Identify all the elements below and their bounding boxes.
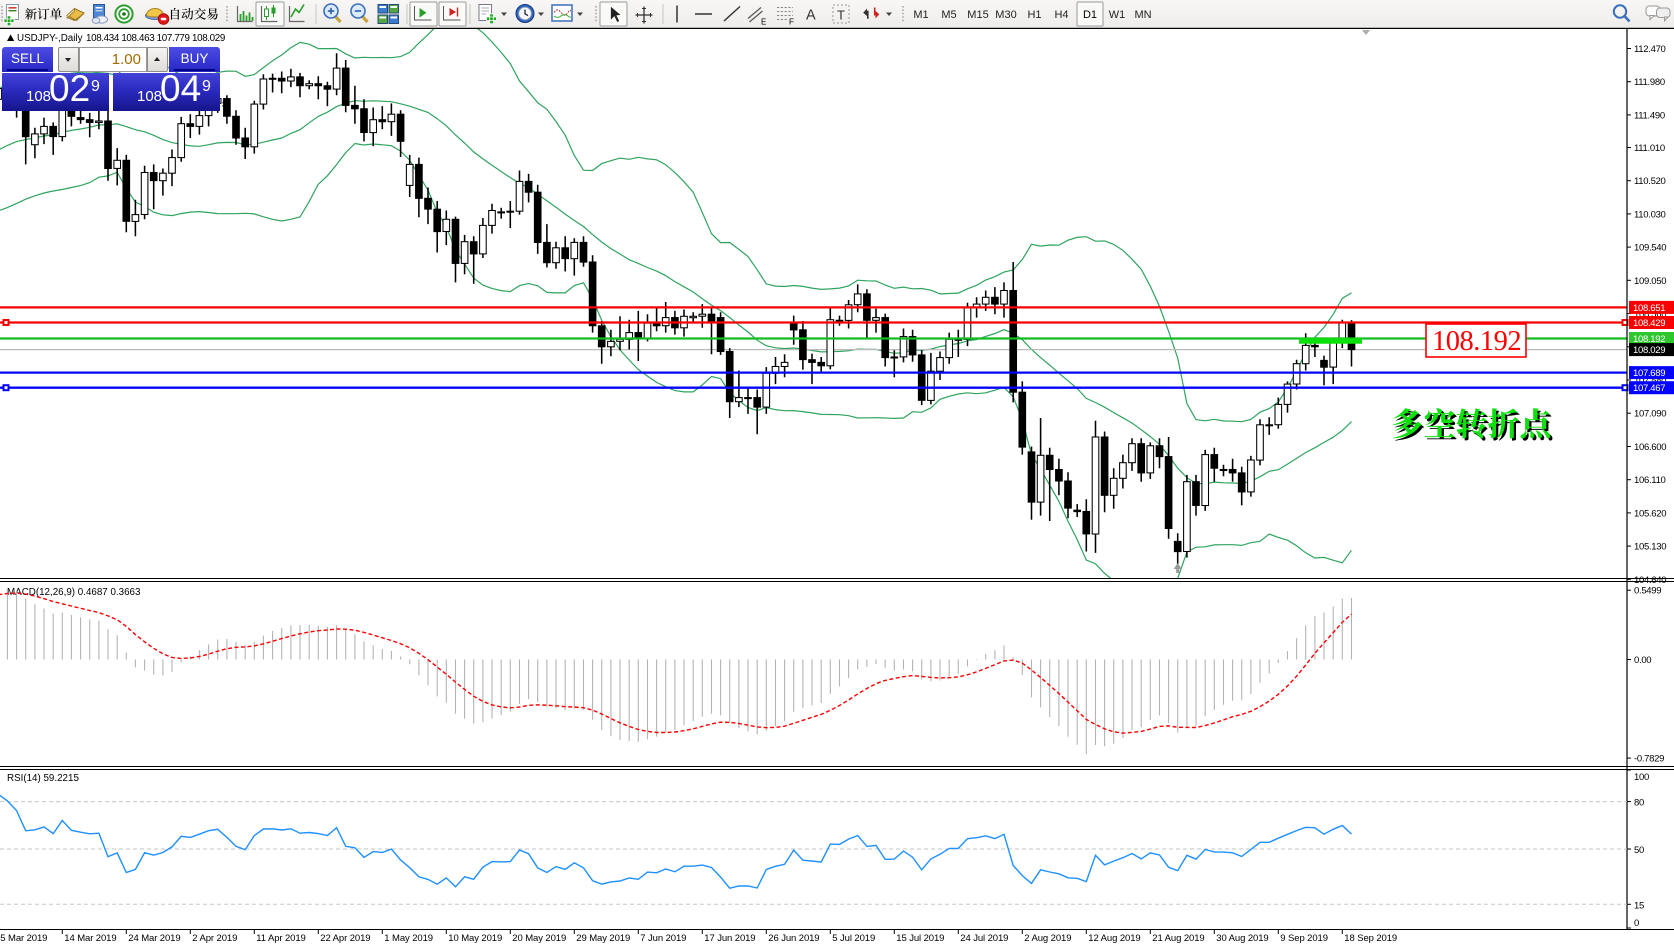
svg-text:18 Sep 2019: 18 Sep 2019 xyxy=(1344,933,1397,944)
svg-text:7 Jun 2019: 7 Jun 2019 xyxy=(640,933,686,944)
svg-text:15 Jul 2019: 15 Jul 2019 xyxy=(896,933,944,944)
svg-text:111.490: 111.490 xyxy=(1634,110,1665,121)
svg-text:108.651: 108.651 xyxy=(1633,303,1665,314)
svg-text:MN: MN xyxy=(1134,9,1151,21)
svg-text:105.620: 105.620 xyxy=(1634,508,1666,519)
svg-text:106.110: 106.110 xyxy=(1634,475,1666,486)
svg-text:30 Aug 2019: 30 Aug 2019 xyxy=(1216,933,1268,944)
svg-text:9 Sep 2019: 9 Sep 2019 xyxy=(1280,933,1328,944)
svg-text:22 Apr 2019: 22 Apr 2019 xyxy=(320,933,370,944)
svg-text:50: 50 xyxy=(1634,845,1644,856)
svg-text:24 Jul 2019: 24 Jul 2019 xyxy=(960,933,1008,944)
svg-text:107.090: 107.090 xyxy=(1634,409,1666,420)
svg-text:1 May 2019: 1 May 2019 xyxy=(384,933,433,944)
svg-text:80: 80 xyxy=(1634,798,1644,809)
svg-text:W1: W1 xyxy=(1109,9,1126,21)
svg-text:11 Apr 2019: 11 Apr 2019 xyxy=(256,933,305,944)
svg-text:H4: H4 xyxy=(1054,9,1068,21)
svg-text:-0.7829: -0.7829 xyxy=(1634,754,1664,765)
svg-text:107.689: 107.689 xyxy=(1633,368,1665,379)
svg-text:2 Aug 2019: 2 Aug 2019 xyxy=(1024,933,1071,944)
svg-text:MACD(12,26,9) 0.4687 0.3663: MACD(12,26,9) 0.4687 0.3663 xyxy=(7,587,141,598)
svg-text:24 Mar 2019: 24 Mar 2019 xyxy=(128,933,180,944)
svg-text:105.130: 105.130 xyxy=(1634,542,1666,553)
svg-text:A: A xyxy=(806,8,816,24)
svg-text:17 Jun 2019: 17 Jun 2019 xyxy=(704,933,755,944)
svg-text:M5: M5 xyxy=(941,9,956,21)
svg-text:111.980: 111.980 xyxy=(1634,77,1665,88)
svg-text:0.00: 0.00 xyxy=(1634,655,1651,666)
svg-text:0.5499: 0.5499 xyxy=(1634,586,1661,597)
svg-text:F: F xyxy=(789,18,794,27)
svg-text:2 Apr 2019: 2 Apr 2019 xyxy=(192,933,237,944)
svg-text:15: 15 xyxy=(1634,900,1644,911)
svg-text:107.580: 107.580 xyxy=(1634,376,1666,387)
svg-text:0: 0 xyxy=(1634,918,1639,929)
svg-text:5 Jul 2019: 5 Jul 2019 xyxy=(832,933,875,944)
svg-text:100: 100 xyxy=(1634,772,1649,783)
svg-text:107.467: 107.467 xyxy=(1633,383,1665,394)
svg-text:109.050: 109.050 xyxy=(1634,276,1666,287)
svg-text:110.030: 110.030 xyxy=(1634,209,1666,220)
svg-text:14 Mar 2019: 14 Mar 2019 xyxy=(64,933,116,944)
svg-text:5 Mar 2019: 5 Mar 2019 xyxy=(0,933,47,944)
svg-text:108.192: 108.192 xyxy=(1432,326,1521,357)
svg-text:26 Jun 2019: 26 Jun 2019 xyxy=(768,933,819,944)
svg-text:110.520: 110.520 xyxy=(1634,176,1666,187)
svg-text:21 Aug 2019: 21 Aug 2019 xyxy=(1152,933,1204,944)
svg-text:109.540: 109.540 xyxy=(1634,243,1666,254)
svg-text:D1: D1 xyxy=(1083,9,1097,21)
svg-text:108.029: 108.029 xyxy=(1633,345,1665,356)
svg-text:RSI(14) 59.2215: RSI(14) 59.2215 xyxy=(7,773,79,784)
svg-text:108.429: 108.429 xyxy=(1633,318,1665,329)
svg-text:108.560: 108.560 xyxy=(1634,309,1666,320)
svg-text:108.192: 108.192 xyxy=(1633,334,1665,345)
svg-text:USDJPY-,Daily: USDJPY-,Daily xyxy=(17,33,83,44)
svg-text:106.600: 106.600 xyxy=(1634,442,1666,453)
svg-text:M30: M30 xyxy=(995,9,1016,21)
svg-text:M15: M15 xyxy=(967,9,988,21)
svg-text:108.434 108.463 107.779 108.02: 108.434 108.463 107.779 108.029 xyxy=(86,33,225,44)
svg-text:112.470: 112.470 xyxy=(1634,44,1666,55)
svg-text:M1: M1 xyxy=(913,9,928,21)
svg-text:111.010: 111.010 xyxy=(1634,143,1665,154)
svg-text:104.640: 104.640 xyxy=(1634,575,1666,586)
svg-text:10 May 2019: 10 May 2019 xyxy=(448,933,502,944)
svg-text:H1: H1 xyxy=(1027,9,1041,21)
svg-text:E: E xyxy=(761,18,766,27)
svg-text:12 Aug 2019: 12 Aug 2019 xyxy=(1088,933,1140,944)
svg-text:29 May 2019: 29 May 2019 xyxy=(576,933,630,944)
svg-text:20 May 2019: 20 May 2019 xyxy=(512,933,566,944)
svg-text:T: T xyxy=(837,8,845,23)
